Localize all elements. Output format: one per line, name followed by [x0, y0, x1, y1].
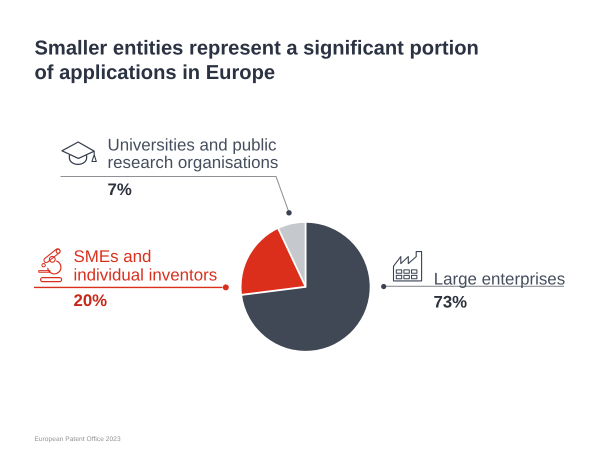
- svg-text:SMEs and: SMEs and: [74, 247, 152, 266]
- svg-text:Universities and public: Universities and public: [108, 136, 277, 155]
- svg-text:73%: 73%: [434, 293, 468, 312]
- svg-text:20%: 20%: [74, 291, 108, 310]
- svg-text:Large enterprises: Large enterprises: [434, 269, 565, 288]
- svg-text:individual inventors: individual inventors: [74, 265, 218, 284]
- svg-text:of applications in Europe: of applications in Europe: [35, 62, 276, 84]
- svg-text:European Patent Office 2023: European Patent Office 2023: [34, 436, 121, 443]
- svg-text:7%: 7%: [108, 180, 132, 199]
- svg-text:Smaller entities represent a s: Smaller entities represent a significant…: [35, 37, 479, 59]
- svg-text:research organisations: research organisations: [108, 153, 279, 172]
